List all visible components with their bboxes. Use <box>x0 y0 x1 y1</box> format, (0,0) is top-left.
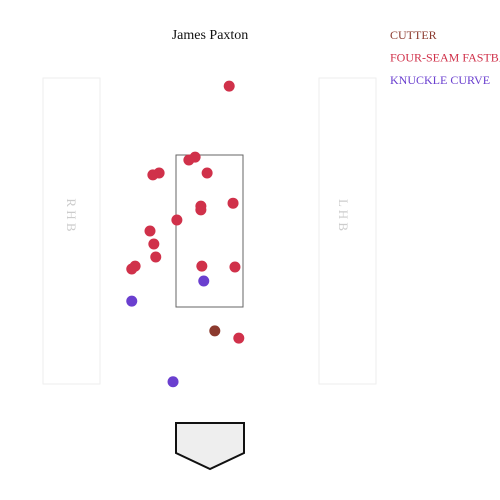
pitch <box>126 263 138 275</box>
pitch <box>147 169 159 181</box>
pitch <box>167 376 179 388</box>
pitch <box>229 261 241 273</box>
lhb-box <box>318 77 377 385</box>
side-label: L H B <box>336 199 351 231</box>
pitch <box>201 167 213 179</box>
pitch <box>144 225 156 237</box>
pitch <box>150 251 162 263</box>
side-label: R H B <box>64 198 79 232</box>
pitch <box>233 332 245 344</box>
pitch <box>223 80 235 92</box>
pitch <box>183 154 195 166</box>
rhb-box <box>42 77 101 385</box>
legend-label: CUTTER <box>390 28 437 42</box>
pitch <box>148 238 160 250</box>
pitch <box>198 275 210 287</box>
pitch <box>171 214 183 226</box>
pitch <box>126 295 138 307</box>
pitch <box>196 260 208 272</box>
chart-title: James Paxton <box>172 28 249 43</box>
pitch <box>209 325 221 337</box>
strike-zone <box>175 154 244 308</box>
legend-label: KNUCKLE CURVE <box>390 73 490 87</box>
pitch <box>227 197 239 209</box>
pitch <box>195 204 207 216</box>
legend-label: FOUR-SEAM FASTBALL <box>390 50 500 64</box>
home-plate <box>175 422 245 471</box>
